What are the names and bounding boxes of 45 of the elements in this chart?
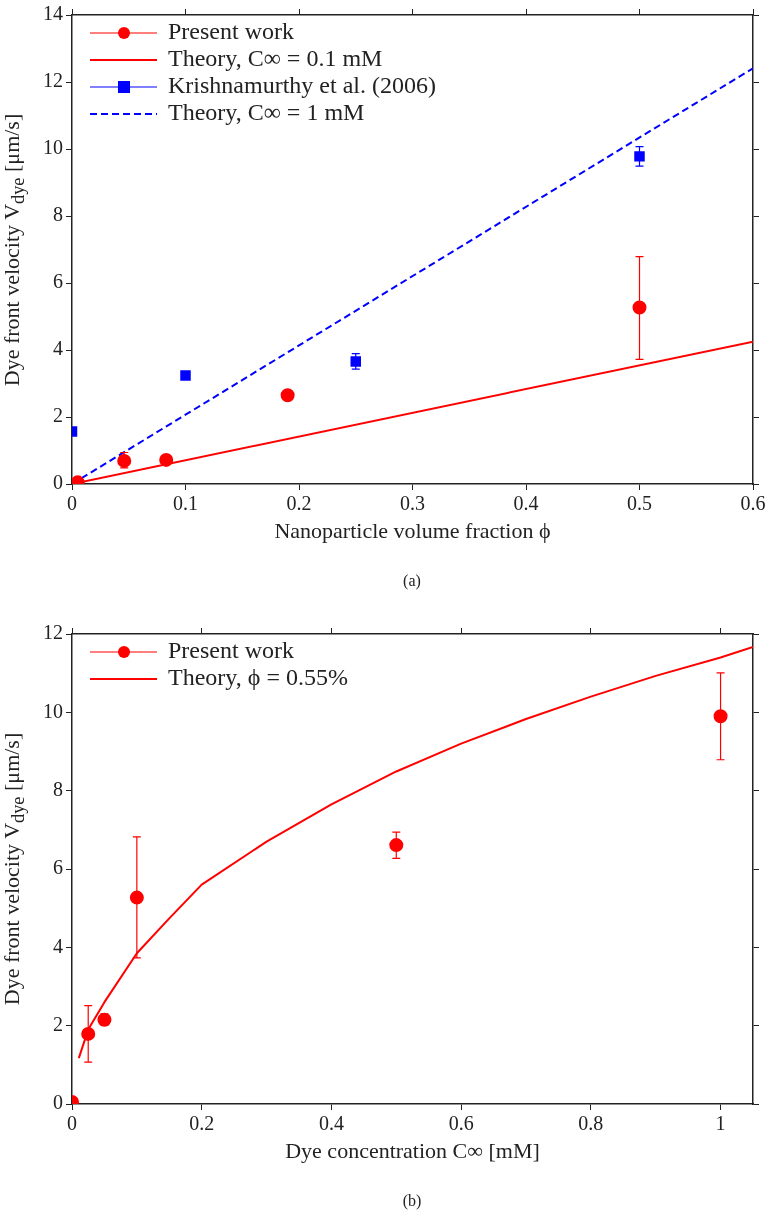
x-tick-label: 0.5 [627,492,652,515]
x-axis-title: Nanoparticle volume fraction ϕ [274,518,551,544]
x-tick-label: 0 [67,1112,77,1135]
x-tick-label: 0.2 [189,1112,215,1135]
x-tick-label: 0.1 [173,492,198,515]
y-tick-label: 8 [53,777,63,800]
x-tick-label: 0.4 [513,492,539,515]
y-tick-label: 14 [43,2,63,25]
legend-label: Theory, C∞ = 1 mM [168,99,365,126]
x-tick-label: 0.8 [578,1112,604,1135]
y-tick-label: 4 [53,934,63,957]
x-tick-label: 0.6 [740,492,766,515]
point [280,388,295,403]
point [180,370,191,381]
legend-label: Krishnamurthy et al. (2006) [168,72,436,99]
legend-label: Theory, C∞ = 0.1 mM [168,45,383,72]
x-axis-title: Dye concentration C∞ [mM] [285,1138,540,1164]
text: (a) [403,572,421,590]
text: (b) [402,1192,422,1210]
point [389,838,404,853]
y-tick-label: 8 [53,203,63,226]
x-tick-label: 0.2 [286,492,312,515]
y-tick-label: 12 [43,69,63,92]
point [634,151,645,162]
legend-label: Theory, ϕ = 0.55% [168,664,348,691]
x-tick-label: 1 [715,1112,726,1135]
y-tick-label: 10 [43,699,63,722]
y-tick-label: 0 [53,471,63,494]
y-tick-label: 6 [53,856,63,879]
x-tick-label: 0 [67,492,77,515]
y-tick-label: 12 [43,621,63,644]
legend-label: Present work [168,18,294,45]
legend-label: Present work [168,637,294,664]
point [81,1026,96,1041]
point [713,709,728,724]
y-tick-label: 2 [53,1012,63,1035]
y-tick-label: 6 [53,270,63,293]
y-tick-label: 4 [53,337,63,360]
y-tick-label: 0 [53,1091,63,1114]
y-tick-label: 2 [53,404,63,427]
x-tick-label: 0.3 [400,492,425,515]
x-tick-label: 0.4 [318,1112,344,1135]
y-tick-label: 10 [43,136,63,159]
point [159,452,174,467]
x-tick-label: 0.6 [448,1112,474,1135]
